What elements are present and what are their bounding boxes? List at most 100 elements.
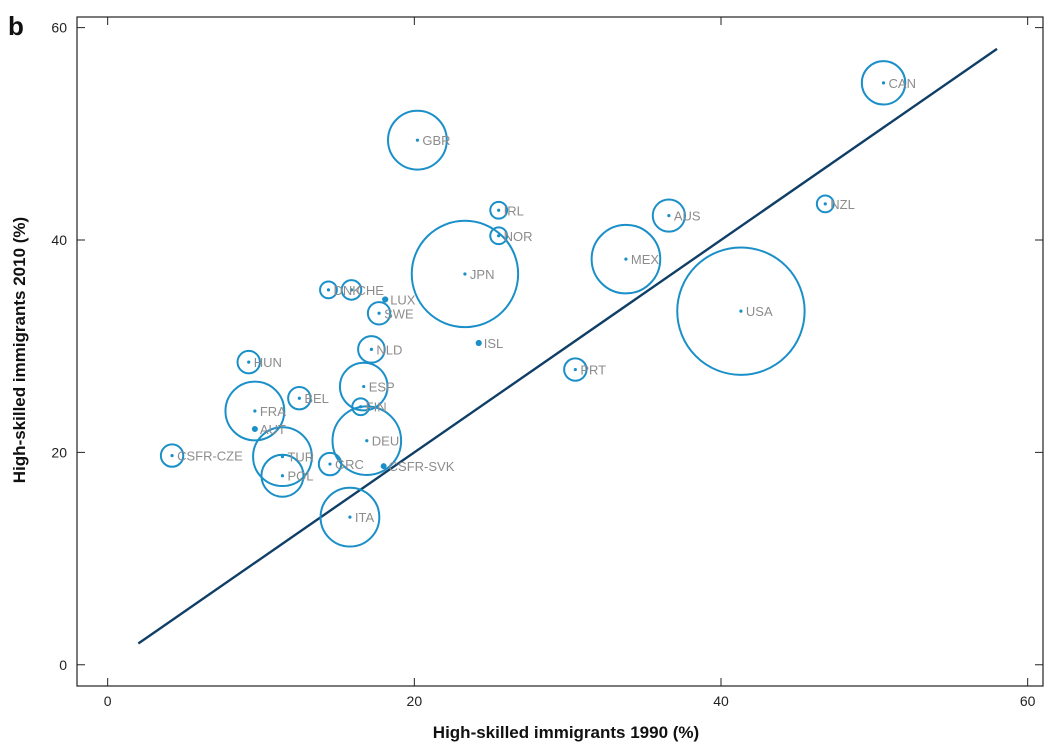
- bubble-center-dot: [497, 234, 501, 238]
- x-tick-label: 0: [104, 693, 112, 709]
- bubble-center-dot: [477, 341, 481, 345]
- bubble-center-dot: [328, 462, 332, 466]
- bubble-center-dot: [415, 138, 419, 142]
- bubble-label-swe: SWE: [384, 306, 414, 321]
- bubble-center-dot: [823, 202, 827, 206]
- plot-frame: [76, 16, 1044, 687]
- bubble-label-dnk: DNK: [333, 283, 361, 298]
- y-tick-label: 60: [51, 20, 67, 36]
- bubble-center-dot: [667, 213, 671, 218]
- bubble-can: [860, 60, 907, 106]
- bubble-center-dot: [624, 257, 628, 261]
- bubble-center-dot: [377, 311, 381, 315]
- bubble-bel: [287, 386, 312, 411]
- bubble-label-hun: HUN: [254, 355, 282, 370]
- bubble-jpn: [410, 219, 520, 329]
- bubble-label-prt: PRT: [580, 363, 606, 378]
- bubble-mex: [590, 223, 662, 295]
- bubble-label-isl: ISL: [484, 336, 504, 351]
- bubble-label-aus: AUS: [674, 209, 701, 224]
- bubble-label-aut: AUT: [260, 422, 286, 437]
- bubble-aus: [651, 198, 686, 233]
- bubble-label-csfr-cze: CSFR-CZE: [177, 449, 243, 464]
- bubble-lux: [382, 296, 389, 303]
- bubble-swe: [366, 301, 392, 326]
- bubble-label-esp: ESP: [369, 380, 395, 395]
- bubble-label-jpn: JPN: [470, 267, 495, 282]
- bubble-center-dot: [280, 455, 285, 459]
- axis-ticks: 0 20 40 60 0 20 40 60: [51, 17, 1043, 709]
- bubble-center-dot: [326, 288, 331, 292]
- bubble-label-fin: FIN: [366, 400, 387, 415]
- bubble-aut: [251, 426, 258, 433]
- bubble-label-nor: NOR: [504, 229, 533, 244]
- bubble-nld: [357, 335, 386, 364]
- bubble-prt: [563, 357, 588, 382]
- bubble-center-dot: [739, 309, 743, 313]
- bubble-esp: [338, 361, 389, 412]
- bubble-gbr: [387, 109, 448, 171]
- bubble-nor: [489, 226, 509, 246]
- bubble-label-ita: ITA: [355, 510, 375, 525]
- bubble-center-dot: [280, 474, 285, 478]
- bubble-center-dot: [348, 515, 352, 519]
- bubble-deu: [331, 405, 403, 477]
- bubble-center-dot: [253, 427, 257, 431]
- bubble-center-dot: [247, 360, 251, 364]
- bubble-label-tur: TUR: [287, 450, 314, 465]
- bubble-center-dot: [365, 439, 369, 443]
- bubble-label-fra: FRA: [260, 404, 286, 419]
- bubbles-group: [159, 60, 907, 548]
- bubble-tur: [252, 426, 313, 488]
- y-axis-title: High-skilled immigrants 2010 (%): [10, 217, 29, 483]
- bubble-nzl: [815, 194, 835, 214]
- bubble-center-dot: [383, 297, 387, 302]
- y-tick-label: 0: [59, 657, 67, 673]
- bubble-csfr-cze: [159, 443, 185, 468]
- bubble-label-pol: POL: [287, 469, 313, 484]
- bubble-center-dot: [369, 347, 373, 351]
- bubble-label-csfr-svk: CSFR-SVK: [389, 459, 455, 474]
- bubble-label-deu: DEU: [372, 434, 399, 449]
- bubble-che: [340, 279, 363, 301]
- x-axis-title: High-skilled immigrants 1990 (%): [433, 723, 699, 742]
- x-tick-label: 40: [713, 693, 729, 709]
- bubble-center-dot: [382, 464, 386, 468]
- bubble-dnk: [319, 280, 338, 300]
- bubble-irl: [489, 200, 509, 220]
- bubble-fra: [224, 380, 286, 442]
- bubble-center-dot: [497, 208, 501, 212]
- bubble-isl: [475, 339, 482, 347]
- bubble-label-nld: NLD: [376, 342, 402, 357]
- y-tick-label: 20: [51, 444, 67, 460]
- bubble-label-can: CAN: [889, 76, 916, 91]
- bubble-label-nzl: NZL: [830, 197, 855, 212]
- x-tick-label: 20: [407, 693, 423, 709]
- bubble-center-dot: [463, 272, 467, 276]
- bubble-label-grc: GRC: [335, 457, 364, 472]
- bubble-label-lux: LUX: [390, 292, 416, 307]
- bubble-label-gbr: GBR: [422, 133, 450, 148]
- bubble-center-dot: [573, 367, 577, 372]
- bubble-hun: [236, 349, 261, 375]
- bubble-usa: [676, 246, 806, 376]
- bubble-label-mex: MEX: [631, 252, 660, 267]
- bubble-grc: [317, 451, 343, 477]
- bubble-center-dot: [297, 396, 301, 400]
- y-tick-label: 40: [51, 232, 67, 248]
- bubble-label-usa: USA: [746, 304, 773, 319]
- bubble-center-dot: [881, 81, 886, 85]
- panel-label: b: [8, 11, 24, 41]
- bubble-ita: [319, 486, 381, 548]
- bubble-center-dot: [349, 288, 354, 292]
- bubble-center-dot: [362, 384, 366, 389]
- bubble-csfr-svk: [380, 463, 387, 470]
- bubble-label-irl: IRL: [504, 203, 524, 218]
- bubble-label-bel: BEL: [304, 391, 329, 406]
- bubble-center-dot: [253, 409, 257, 413]
- bubble-pol: [260, 453, 305, 498]
- bubble-label-che: CHE: [356, 283, 384, 298]
- bubble-center-dot: [170, 453, 174, 458]
